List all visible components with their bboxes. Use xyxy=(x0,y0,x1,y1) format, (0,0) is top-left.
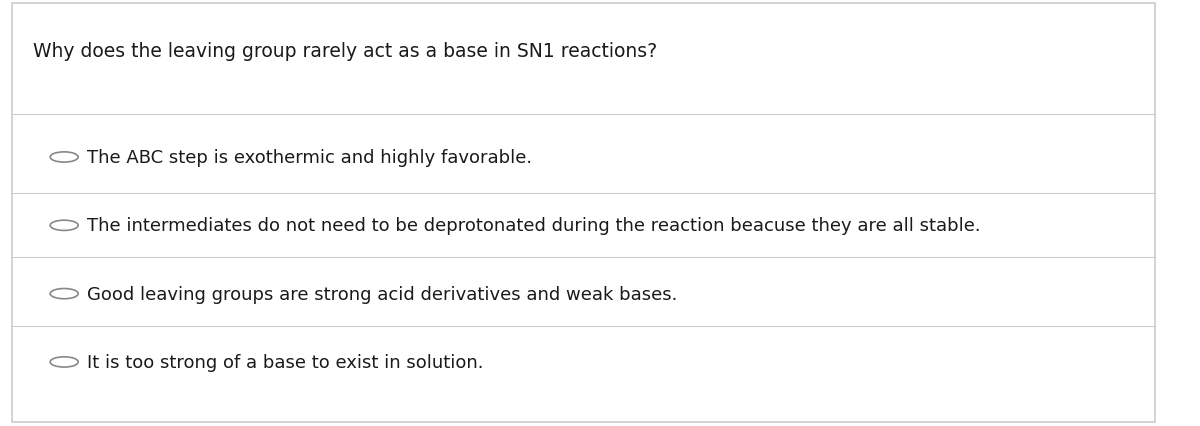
Text: Why does the leaving group rarely act as a base in SN1 reactions?: Why does the leaving group rarely act as… xyxy=(32,42,656,60)
Text: It is too strong of a base to exist in solution.: It is too strong of a base to exist in s… xyxy=(88,353,484,371)
Text: Good leaving groups are strong acid derivatives and weak bases.: Good leaving groups are strong acid deri… xyxy=(88,285,678,303)
Text: The intermediates do not need to be deprotonated during the reaction beacuse the: The intermediates do not need to be depr… xyxy=(88,217,982,235)
FancyBboxPatch shape xyxy=(12,4,1154,422)
Text: The ABC step is exothermic and highly favorable.: The ABC step is exothermic and highly fa… xyxy=(88,149,533,167)
